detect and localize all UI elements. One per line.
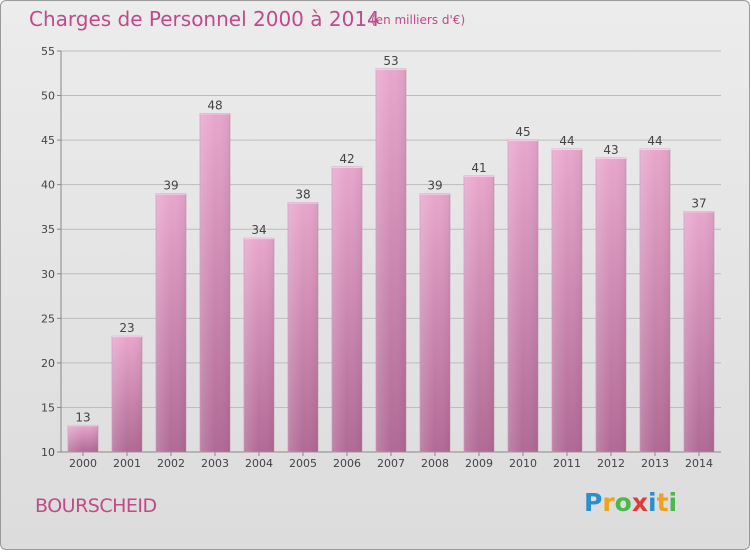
bar-shine [156, 193, 186, 453]
bar-value-label: 23 [119, 321, 134, 335]
bar-value-label: 44 [559, 134, 574, 148]
x-tick-label: 2008 [421, 457, 449, 470]
bar-value-label: 37 [691, 196, 706, 210]
proxiti-logo: Proxiti [584, 488, 677, 517]
bar-value-label: 48 [207, 98, 222, 112]
bar-value-label: 41 [471, 161, 486, 175]
y-tick-label: 50 [41, 90, 55, 103]
y-tick-label: 45 [41, 134, 55, 147]
chart-subtitle: (en milliers d'€) [371, 13, 466, 27]
x-tick-label: 2000 [69, 457, 97, 470]
bar-shine [640, 149, 670, 452]
bar-shine [68, 425, 98, 452]
y-tick-label: 55 [41, 45, 55, 58]
bar-shine [200, 113, 230, 452]
bar-value-label: 42 [339, 152, 354, 166]
bar-value-label: 44 [647, 134, 662, 148]
bar-shine [464, 175, 494, 452]
bar-value-label: 39 [163, 179, 178, 193]
bar-value-labels: 13 23 39 48 34 38 42 53 39 41 45 44 43 44 37 [75, 54, 706, 424]
x-tick-label: 2005 [289, 457, 317, 470]
y-tick-label: 15 [41, 401, 55, 414]
bar-value-label: 43 [603, 143, 618, 157]
x-tick-label: 2010 [509, 457, 537, 470]
bar-value-label: 13 [75, 410, 90, 424]
x-tick-label: 2007 [377, 457, 405, 470]
logo-letter: P [584, 488, 603, 517]
y-tick-label: 25 [41, 312, 55, 325]
chart-title: Charges de Personnel 2000 à 2014 [29, 7, 380, 31]
x-tick-label: 2009 [465, 457, 493, 470]
bar-shine [244, 238, 274, 452]
bar-value-label: 53 [383, 54, 398, 68]
logo-letter: r [602, 488, 615, 517]
commune-name: BOURSCHEID [35, 495, 157, 517]
bar-shine [596, 157, 626, 452]
y-tick-label: 35 [41, 223, 55, 236]
y-tick-label: 40 [41, 179, 55, 192]
x-tick-label: 2002 [157, 457, 185, 470]
bar-shine [508, 140, 538, 452]
bar-shine [552, 149, 582, 452]
x-tick-label: 2014 [685, 457, 713, 470]
bars [67, 68, 715, 453]
bar-shine [332, 166, 362, 452]
y-tick-labels: 10 15 20 25 30 35 40 45 50 55 [41, 45, 55, 459]
bar-value-label: 45 [515, 125, 530, 139]
bar-value-label: 39 [427, 179, 442, 193]
x-tick-label: 2006 [333, 457, 361, 470]
x-tick-label: 2004 [245, 457, 273, 470]
bar-value-label: 38 [295, 187, 310, 201]
y-tick-label: 10 [41, 446, 55, 459]
x-tick-label: 2001 [113, 457, 141, 470]
bar-shine [376, 68, 406, 453]
bar-shine [112, 336, 142, 452]
logo-letter: o [614, 488, 632, 517]
bar-shine [420, 193, 450, 453]
logo-letter: x [631, 488, 648, 517]
bar-value-label: 34 [251, 223, 266, 237]
x-tick-label: 2012 [597, 457, 625, 470]
bar-shine [684, 211, 714, 452]
logo-letter: t [656, 488, 669, 517]
x-tick-label: 2013 [641, 457, 669, 470]
logo-letter: i [668, 488, 678, 517]
x-tick-label: 2011 [553, 457, 581, 470]
y-tick-label: 20 [41, 357, 55, 370]
x-tick-label: 2003 [201, 457, 229, 470]
x-tick-labels: 2000 2001 2002 2003 2004 2005 2006 2007 2008 2009… [69, 457, 713, 470]
logo-letter: i [648, 488, 657, 517]
y-tick-label: 30 [41, 268, 55, 281]
bar-shine [288, 202, 318, 452]
